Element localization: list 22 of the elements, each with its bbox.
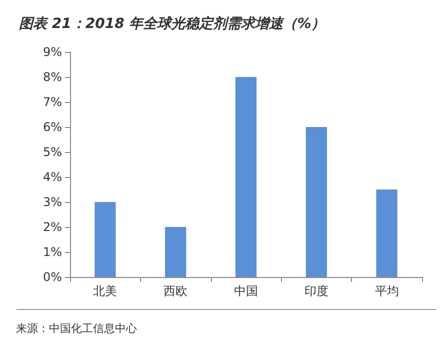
y-tick-label: 5% bbox=[42, 145, 62, 159]
y-tick-label: 0% bbox=[42, 270, 62, 284]
bar bbox=[306, 127, 327, 277]
bar bbox=[165, 227, 186, 277]
source-note: 来源：中国化工信息中心 bbox=[16, 322, 137, 335]
y-tick-label: 3% bbox=[42, 195, 62, 209]
y-tick-label: 6% bbox=[42, 120, 62, 134]
x-tick-label: 平均 bbox=[374, 284, 399, 298]
y-tick-label: 4% bbox=[42, 170, 62, 184]
y-tick-label: 7% bbox=[42, 95, 62, 109]
bar bbox=[235, 77, 257, 277]
y-tick-label: 2% bbox=[42, 220, 62, 234]
y-tick-label: 8% bbox=[42, 70, 62, 84]
x-tick-label: 西欧 bbox=[164, 284, 188, 298]
y-tick-label: 9% bbox=[42, 45, 62, 59]
x-tick-label: 印度 bbox=[304, 284, 328, 298]
x-tick-label: 北美 bbox=[93, 284, 118, 298]
bar bbox=[94, 202, 116, 277]
chart-title: 图表 21：2018 年全球光稳定剂需求增速（%） bbox=[19, 15, 326, 32]
bar bbox=[376, 190, 398, 277]
y-tick-label: 1% bbox=[42, 245, 62, 259]
x-tick-label: 中国 bbox=[234, 284, 258, 298]
